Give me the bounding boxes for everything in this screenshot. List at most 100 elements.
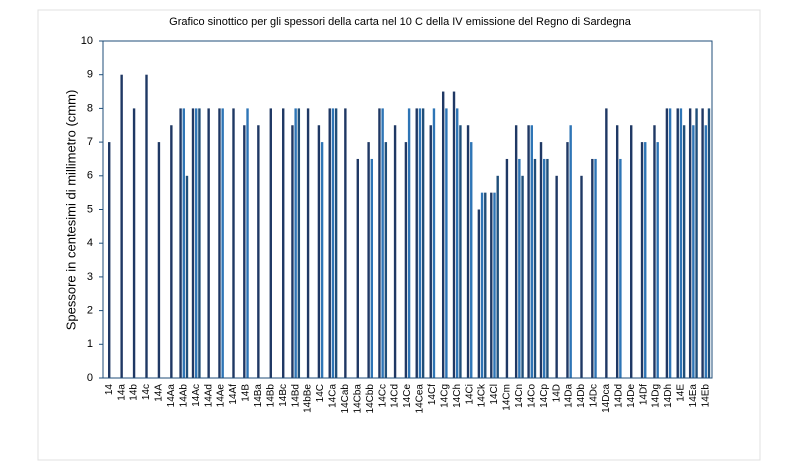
bar [421,108,425,379]
bar [191,108,195,379]
x-tick-label: 14Cbb [365,384,376,414]
bar [668,108,672,379]
bar [429,125,432,378]
x-tick-label: 14Cm [502,384,513,411]
bar [108,142,111,378]
bar [185,175,189,378]
y-tick-label: 4 [87,237,93,249]
x-tick-label: 14Ce [402,384,413,408]
x-tick-label: 14Cn [514,384,525,408]
bar [317,125,321,378]
bar [543,158,546,378]
bar [470,142,473,378]
x-tick-label: 14c [141,384,152,400]
bar [221,108,224,379]
x-tick-label: 14Bb [265,384,276,408]
bar [378,108,381,379]
bar [344,108,347,379]
bar [445,108,448,379]
bar [297,108,301,379]
bar [381,108,384,379]
x-tick-label: 14Aa [166,384,177,408]
x-tick-label: 14Da [564,384,575,408]
x-tick-label: 14Db [576,384,587,408]
bar [432,108,436,379]
y-tick-label: 8 [87,102,93,114]
x-tick-label: 14a [116,384,127,401]
x-tick-label: 14E [676,384,687,402]
x-tick-label: 14Ad [203,384,214,407]
bar [566,142,569,378]
chart-title: Grafico sinottico per gli spessori della… [169,16,632,28]
bar [569,125,572,378]
bar [493,192,496,378]
bar [328,108,331,379]
bar [682,125,686,378]
x-tick-label: 14Cea [415,384,426,414]
bar [356,158,359,378]
x-tick-label: 14A [154,384,165,402]
x-tick-label: 14Eb [700,384,711,408]
x-tick-label: 14Ca [328,384,339,408]
bar [384,142,388,378]
bar [546,158,549,378]
bar [198,108,201,379]
bar [527,125,530,378]
x-tick-label: 14Df [638,384,649,405]
bar [441,91,445,379]
bar [630,125,633,378]
bar [480,192,484,378]
x-tick-label: 14Cc [377,384,388,407]
y-tick-label: 0 [87,372,93,384]
bar [594,158,597,378]
x-tick-label: 14Af [228,384,239,405]
bar [640,142,644,378]
bar [459,125,462,378]
x-tick-label: 14Dd [613,384,624,408]
x-tick-label: 14Dg [651,384,662,408]
bar [120,74,123,378]
x-tick-label: 14Cp [539,384,550,408]
bar [692,125,695,378]
bar [619,158,622,378]
bar [195,108,198,379]
x-tick-label: 14Ch [452,384,463,408]
x-tick-label: 14Ea [688,384,699,408]
bar [688,108,692,379]
bar [505,158,509,378]
x-tick-label: 14b [129,384,140,401]
x-tick-label: 14Ac [191,384,202,407]
bar [452,91,456,379]
bar [484,192,487,378]
bar [243,125,246,378]
x-tick-label: 14C [315,384,326,402]
bar [615,125,619,378]
x-tick-label: 14Dh [663,384,674,408]
bar [518,158,521,378]
x-tick-label: 14Cba [352,384,363,414]
bar [555,175,558,378]
bar [232,108,235,379]
bar [456,108,459,379]
bar [179,108,182,379]
bar [415,108,418,379]
bar [418,108,422,379]
bar [334,108,338,379]
y-tick-label: 5 [87,203,93,215]
x-tick-label: 14Cab [340,384,351,414]
bar [701,108,704,379]
bar [393,125,397,378]
y-tick-label: 2 [87,305,93,317]
y-axis-label: Spessore in centesimi di millimetro (cmm… [63,90,78,331]
x-tick-label: 14B [241,384,252,402]
plot-border [102,40,713,379]
bar [257,125,260,378]
bar [644,142,647,378]
x-tick-label: 14De [626,384,637,408]
bar [367,142,370,378]
bar [207,108,210,379]
bar [269,108,272,379]
bar [170,125,173,378]
bar [282,108,285,379]
bar [157,142,161,378]
